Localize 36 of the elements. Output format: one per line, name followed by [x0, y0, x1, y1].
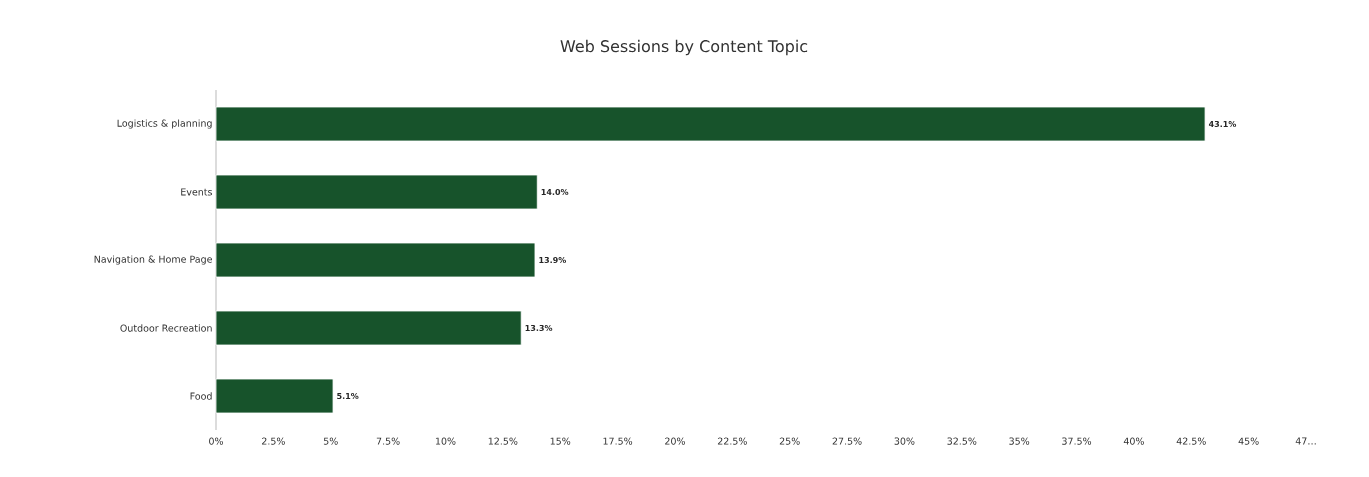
x-tick-label: 22.5%	[717, 437, 747, 445]
x-tick-label: 32.5%	[947, 437, 977, 445]
x-tick-label: 2.5%	[261, 437, 285, 445]
y-tick-label: Outdoor Recreation	[120, 324, 212, 332]
bar	[215, 310, 522, 346]
data-label: 43.1%	[1208, 120, 1237, 128]
x-tick-label: 10%	[435, 437, 456, 445]
bar	[215, 174, 538, 210]
x-tick-label: 0%	[209, 437, 224, 445]
x-tick-label: 40%	[1123, 437, 1144, 445]
x-tick-label: 5%	[323, 437, 338, 445]
x-tick-label: 15%	[550, 437, 571, 445]
bar	[215, 106, 1206, 142]
y-tick-label: Food	[190, 392, 212, 400]
x-tick-label: 42.5%	[1176, 437, 1206, 445]
data-label: 5.1%	[337, 392, 359, 400]
x-tick-label: 17.5%	[603, 437, 633, 445]
x-tick-label: 47…	[1295, 437, 1316, 445]
x-tick-label: 30%	[894, 437, 915, 445]
data-label: 14.0%	[541, 188, 569, 196]
x-tick-label: 37.5%	[1062, 437, 1092, 445]
data-label: 13.9%	[539, 256, 567, 264]
x-tick-label: 27.5%	[832, 437, 862, 445]
chart-title: Web Sessions by Content Topic	[560, 39, 808, 56]
y-tick-label: Logistics & planning	[117, 119, 212, 129]
x-tick-label: 12.5%	[488, 437, 518, 445]
y-tick-label: Navigation & Home Page	[94, 255, 212, 265]
data-label: 13.3%	[525, 324, 553, 332]
x-tick-label: 45%	[1238, 437, 1259, 445]
y-tick-label: Events	[181, 188, 213, 196]
x-tick-label: 25%	[779, 437, 800, 445]
x-tick-label: 20%	[665, 437, 685, 445]
x-tick-label: 7.5%	[376, 437, 400, 445]
x-tick-label: 35%	[1009, 437, 1030, 445]
bar	[215, 242, 536, 278]
bar	[215, 378, 334, 414]
